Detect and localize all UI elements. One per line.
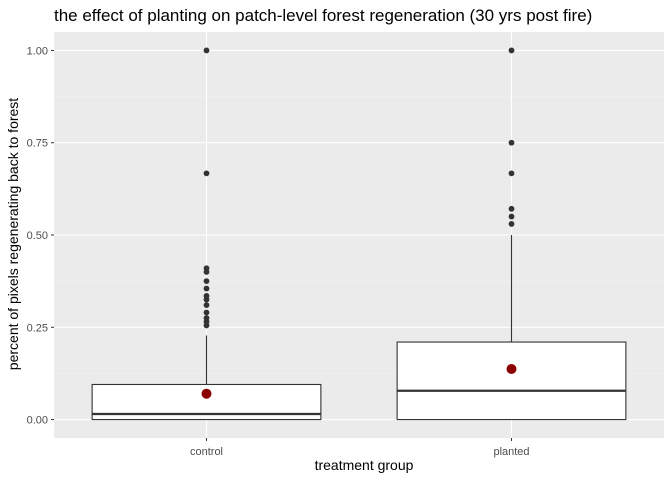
outlier-point bbox=[203, 309, 210, 316]
y-axis: 0.00 0.25 0.50 0.75 1.00 bbox=[27, 45, 54, 427]
outlier-point bbox=[508, 47, 515, 54]
box-iqr bbox=[396, 341, 627, 421]
y-tick-label: 1.00 bbox=[27, 45, 48, 57]
box-control bbox=[91, 47, 322, 421]
mean-point bbox=[506, 363, 517, 374]
outlier-point bbox=[203, 170, 210, 177]
y-tick-label: 0.00 bbox=[27, 415, 48, 427]
x-axis-title: treatment group bbox=[315, 457, 414, 473]
y-tick-label: 0.50 bbox=[27, 230, 48, 242]
x-axis: control planted bbox=[190, 438, 530, 458]
outlier-point bbox=[508, 213, 515, 220]
boxes-layer bbox=[91, 47, 627, 421]
outlier-point bbox=[203, 302, 210, 309]
outlier-point bbox=[508, 221, 515, 227]
box-planted bbox=[396, 47, 627, 421]
x-tick-label: planted bbox=[493, 446, 529, 458]
y-axis-title: percent of pixels regenerating back to f… bbox=[5, 98, 21, 370]
outlier-point bbox=[508, 205, 515, 212]
x-tick-label: control bbox=[190, 446, 223, 458]
outlier-point bbox=[203, 269, 210, 275]
outlier-point bbox=[508, 139, 515, 146]
outlier-point bbox=[203, 322, 210, 329]
y-tick-label: 0.75 bbox=[27, 138, 48, 150]
outlier-point bbox=[203, 285, 210, 292]
outlier-point bbox=[203, 296, 210, 303]
chart-title: the effect of planting on patch-level fo… bbox=[54, 6, 592, 25]
y-tick-label: 0.25 bbox=[27, 322, 48, 334]
outlier-point bbox=[203, 47, 210, 54]
outlier-point bbox=[203, 278, 210, 285]
mean-point bbox=[201, 388, 212, 399]
outlier-point bbox=[508, 170, 515, 177]
